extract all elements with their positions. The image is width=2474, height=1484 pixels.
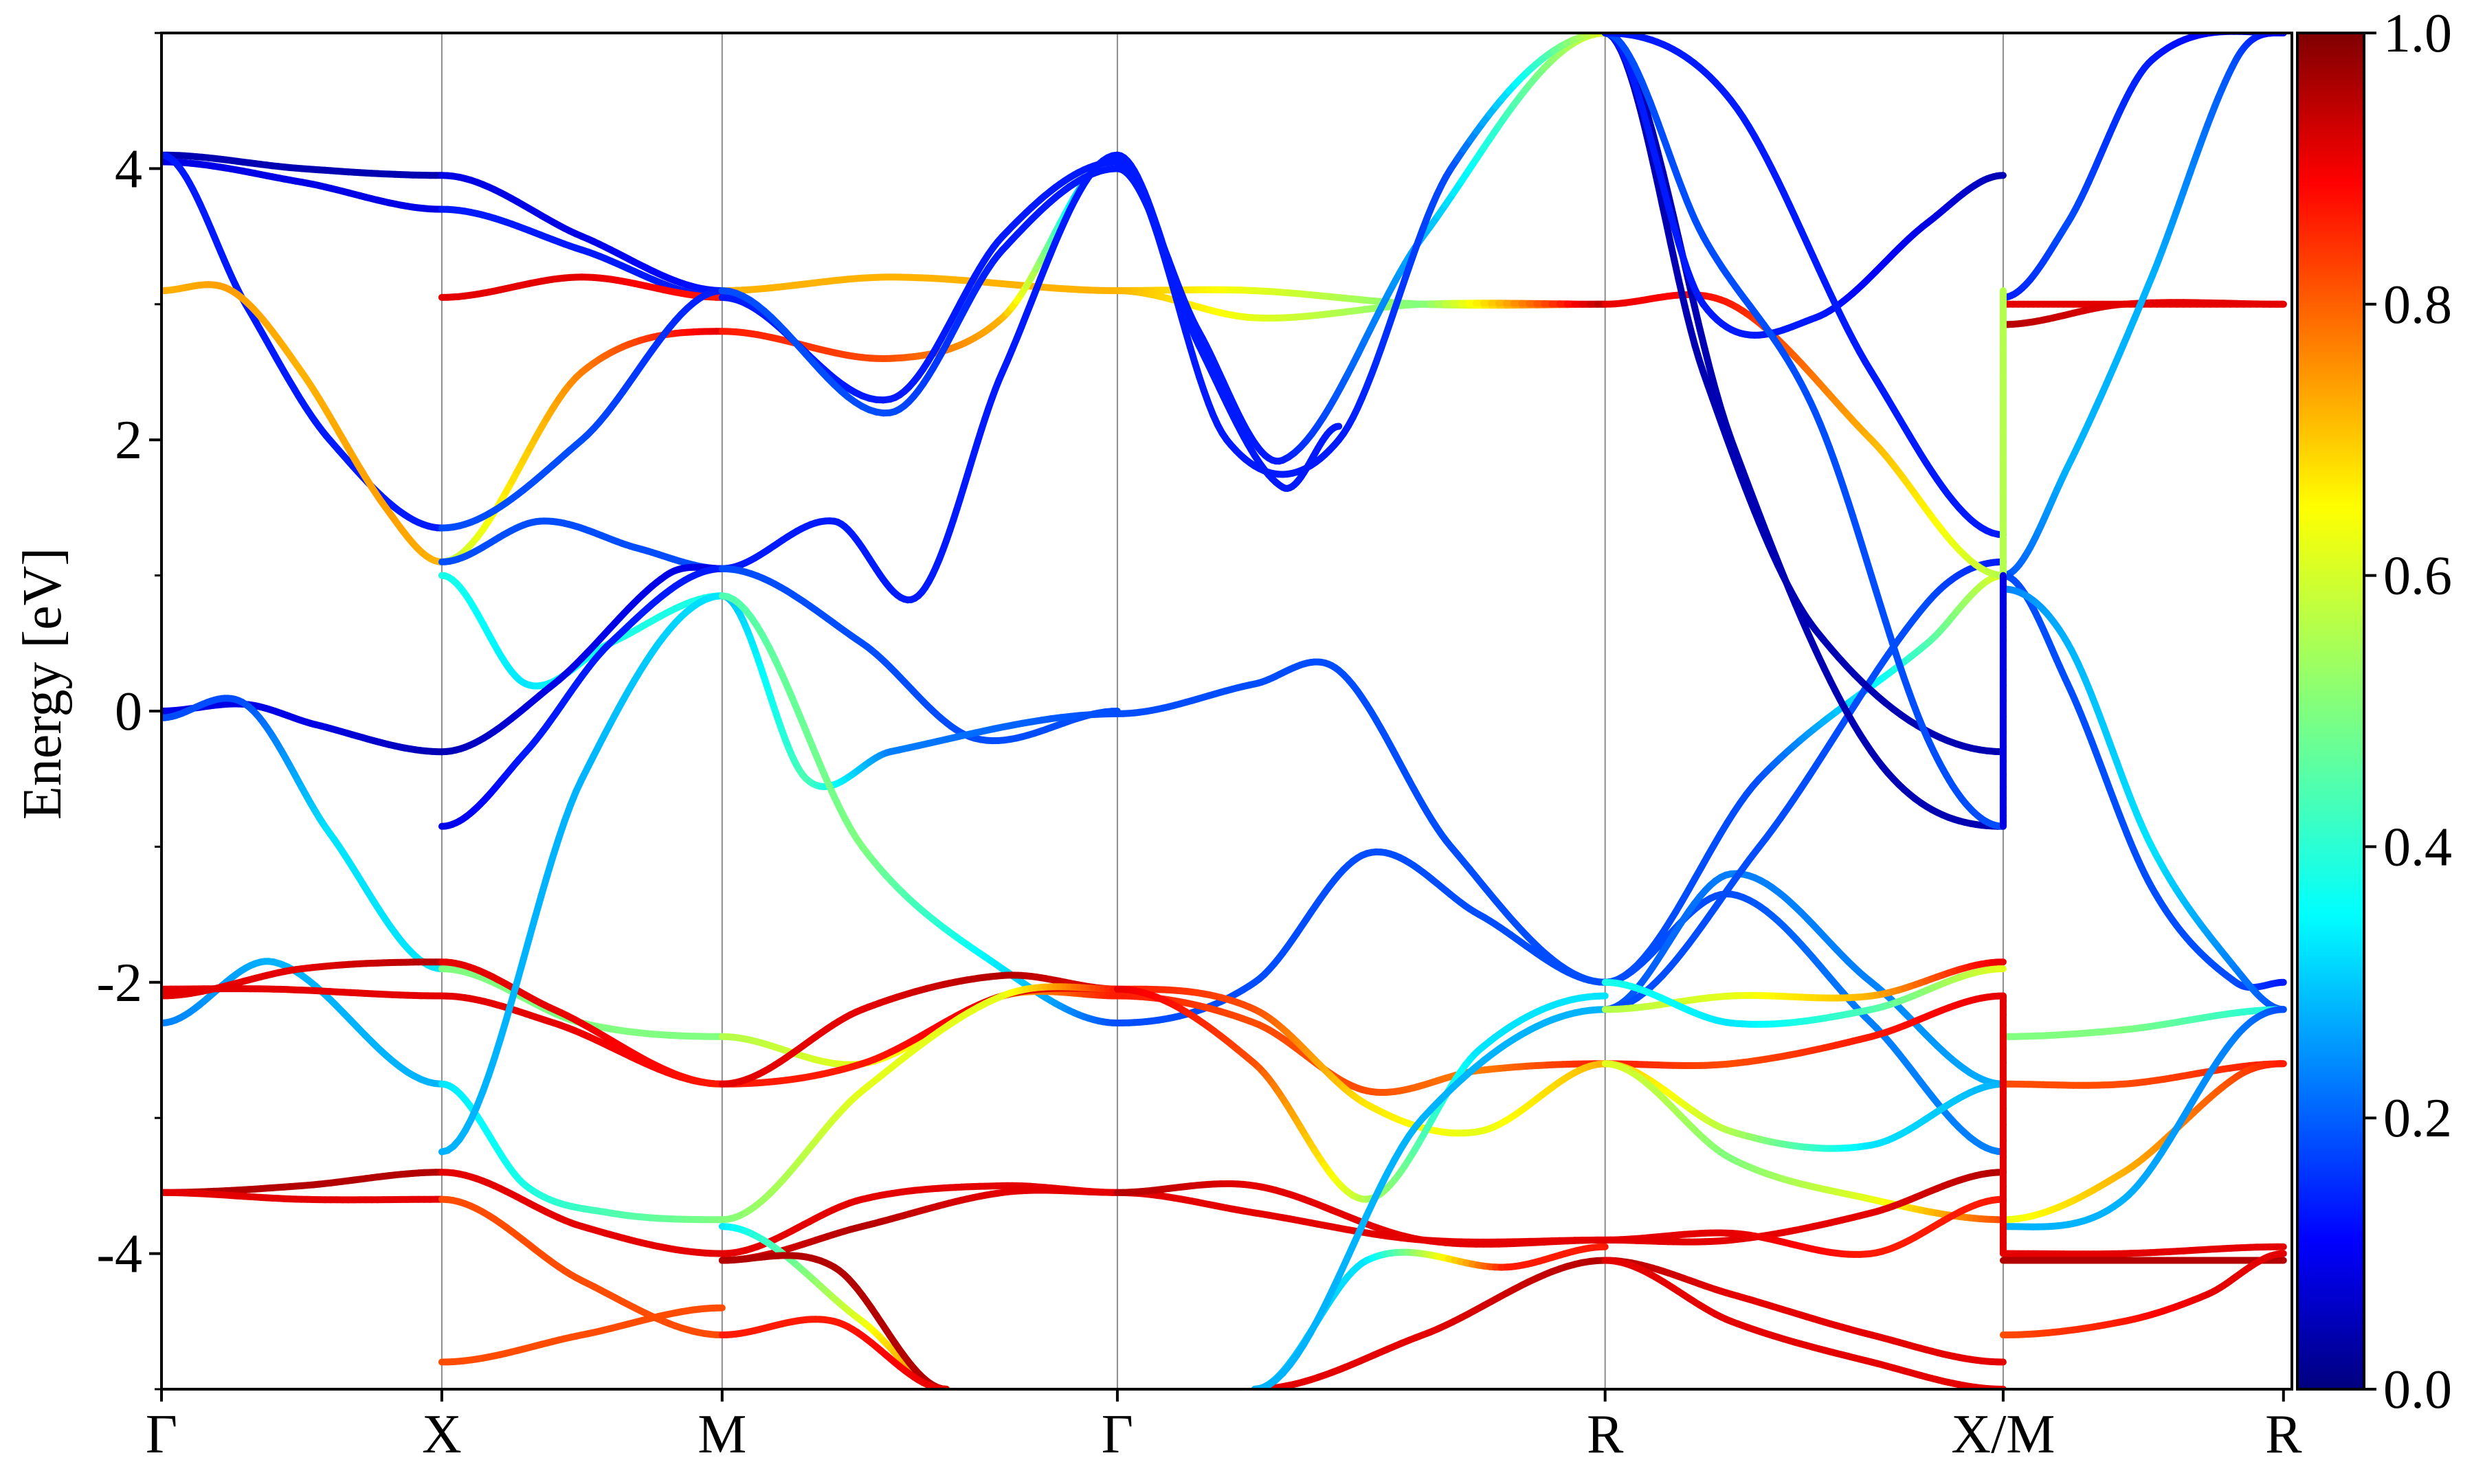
band-2 — [161, 151, 445, 532]
band-53 — [1113, 985, 1609, 1137]
band-27 — [438, 592, 726, 1156]
band-4 — [161, 700, 445, 756]
band-40 — [718, 1182, 1121, 1257]
band-66 — [1601, 33, 2007, 830]
band-segment — [502, 996, 515, 1024]
band-24 — [438, 1169, 726, 1257]
band-segment — [520, 934, 533, 963]
bands-layer — [161, 33, 2287, 1389]
band-segment — [508, 976, 522, 1004]
band-6 — [161, 958, 445, 1088]
band-28 — [718, 273, 1121, 295]
band-3 — [161, 281, 445, 565]
band-64 — [1601, 291, 2007, 579]
band-8 — [161, 958, 445, 1000]
band-1 — [161, 158, 445, 213]
band-5 — [161, 695, 445, 973]
band-31 — [718, 165, 1121, 417]
band-69 — [1601, 33, 2007, 539]
band-18 — [438, 563, 726, 756]
band-19 — [438, 565, 726, 830]
band-segment — [531, 892, 545, 921]
band-30 — [718, 158, 1121, 404]
band-15 — [438, 287, 726, 532]
band-35 — [718, 592, 1121, 1026]
band-12 — [438, 205, 726, 301]
band-34 — [718, 592, 1121, 790]
band-segment — [537, 873, 550, 900]
band-26 — [438, 1304, 726, 1366]
band-44 — [718, 1316, 950, 1389]
band-49 — [1113, 33, 1609, 478]
band-51 — [1113, 848, 1609, 1026]
band-25 — [438, 1195, 726, 1338]
band-23 — [438, 992, 726, 1088]
band-50 — [1113, 658, 1609, 986]
band-68 — [1601, 33, 2007, 830]
band-54 — [1113, 985, 1609, 1203]
band-67 — [1601, 33, 2007, 339]
band-segment — [526, 913, 539, 941]
band-11 — [438, 172, 726, 295]
band-17 — [438, 572, 726, 690]
band-39 — [718, 983, 1121, 1224]
band-21 — [438, 1080, 726, 1224]
band-segment — [514, 955, 527, 983]
band-58 — [1251, 1257, 1609, 1389]
band-10 — [161, 1189, 445, 1204]
band-9 — [161, 1169, 445, 1196]
band-32 — [718, 151, 1121, 604]
